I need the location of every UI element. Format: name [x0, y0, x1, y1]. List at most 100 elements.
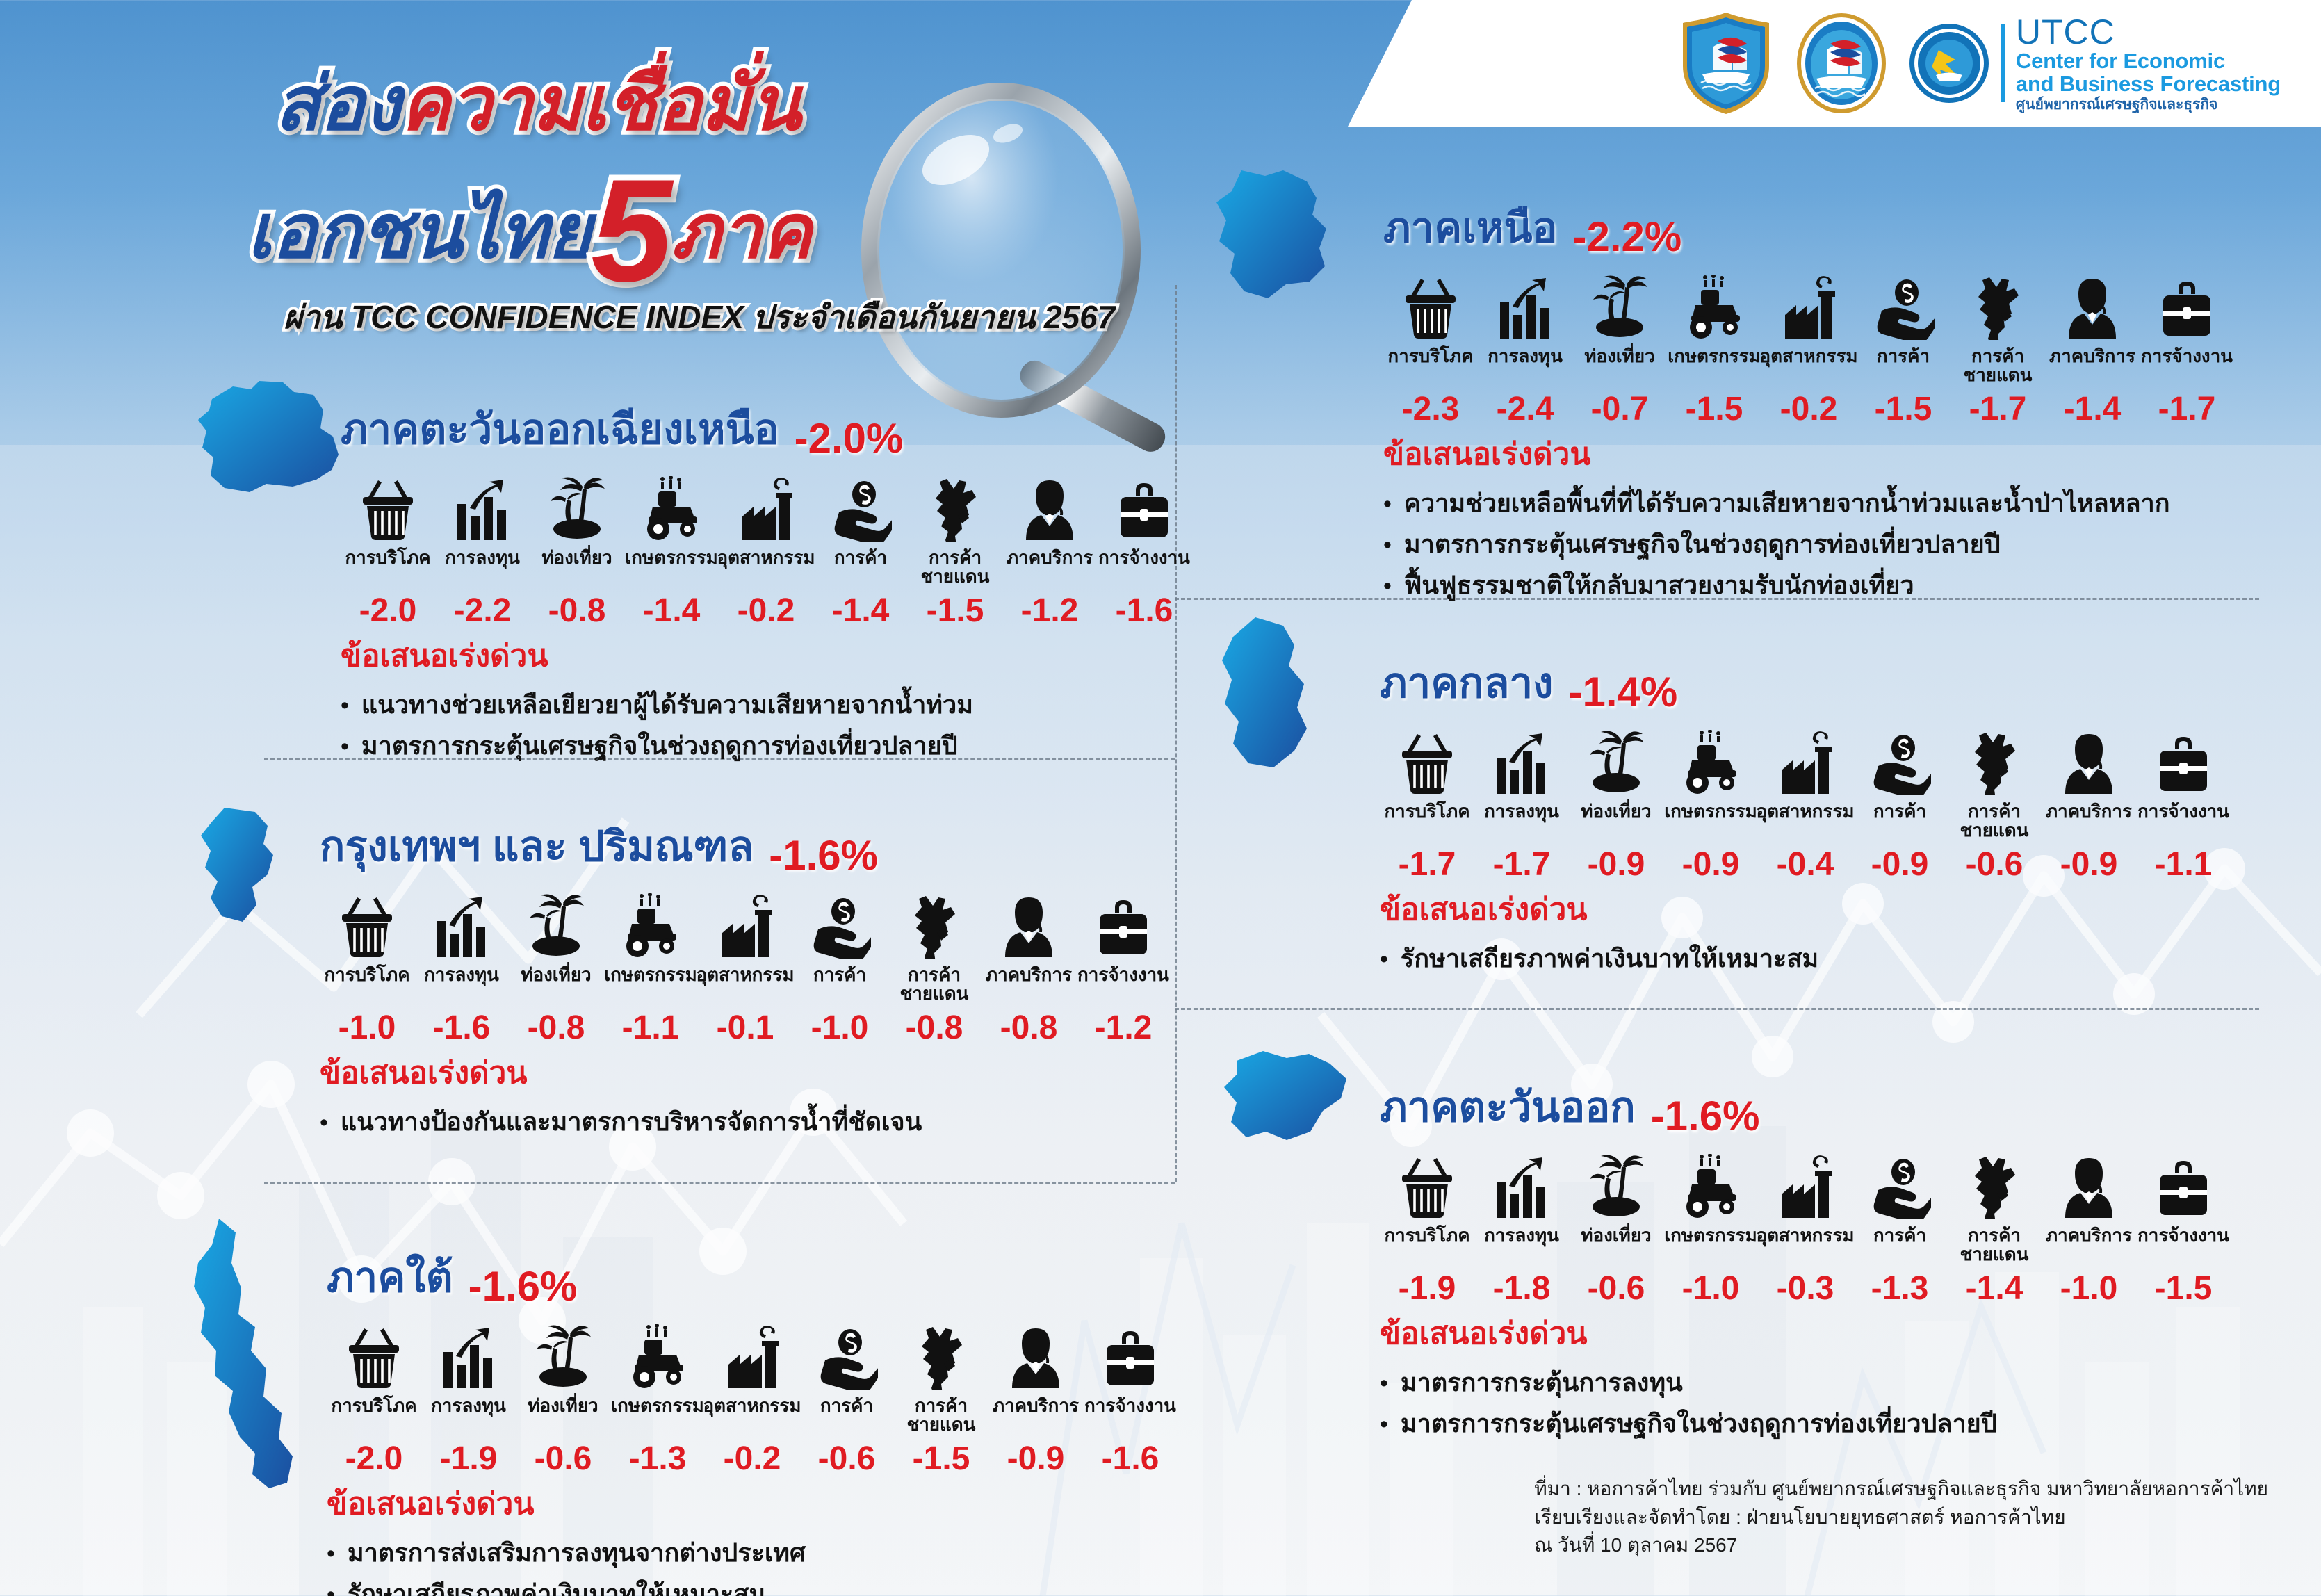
metric-briefcase-employment: การจ้างงาน -1.6: [1097, 465, 1191, 630]
shopping-basket-icon: [1398, 1143, 1456, 1219]
region-panel-east: ภาคตะวันออก -1.6% การบริโภค -1.9 การลงทุน -…: [1380, 1074, 2231, 1449]
metrics-row: การบริโภค -2.3 การลงทุน -2.4 ท่องเที่ยว -0.7 เ…: [1383, 263, 2234, 428]
proposal-text: มาตรการกระตุ้นการลงทุน: [1400, 1368, 1683, 1396]
investment-bar-chart-icon: [1492, 719, 1551, 795]
metric-label: เกษตรกรรม: [625, 547, 718, 568]
metric-investment-bar-chart: การลงทุน -1.9: [421, 1313, 516, 1478]
map-south: [194, 1219, 293, 1488]
proposal-text: มาตรการกระตุ้นเศรษฐกิจในช่วงฤดูการท่องเท…: [1400, 1409, 1997, 1438]
service-person-icon: [1020, 465, 1079, 542]
metric-value: -1.6: [1115, 592, 1173, 629]
metric-palm-tree-tourism: ท่องเที่ยว -0.9: [1569, 719, 1663, 883]
metric-value: -1.5: [912, 1440, 970, 1477]
metric-value: -0.8: [1000, 1009, 1058, 1046]
metric-label: ท่องเที่ยว: [1584, 345, 1655, 366]
metric-palm-tree-tourism: ท่องเที่ยว -0.8: [509, 882, 603, 1047]
tractor-agriculture-icon: [619, 882, 682, 959]
region-name: ภาคตะวันออกเฉียงเหนือ: [341, 406, 779, 453]
metric-label: การบริโภค: [331, 1395, 417, 1416]
metric-service-person: ภาคบริการ -0.8: [982, 882, 1076, 1047]
shopping-basket-icon: [338, 882, 396, 959]
metric-value: -1.4: [2063, 391, 2122, 427]
metric-value: -1.6: [1101, 1440, 1159, 1477]
region-percent: -1.6%: [468, 1263, 578, 1310]
factory-industry-icon: [737, 465, 795, 542]
metric-value: -0.3: [1776, 1270, 1834, 1307]
proposals-heading: ข้อเสนอเร่งด่วน: [1383, 437, 1591, 471]
factory-industry-icon: [1776, 1143, 1834, 1219]
metric-value: -1.3: [628, 1440, 687, 1477]
metric-value: -2.0: [359, 592, 417, 629]
proposal-text: มาตรการกระตุ้นเศรษฐกิจในช่วงฤดูการท่องเท…: [361, 731, 958, 760]
hand-coin-trade-icon: [1872, 263, 1935, 340]
metric-value: -1.2: [1094, 1009, 1153, 1046]
subtitle: ผ่าน TCC CONFIDENCE INDEX ประจำเดือนกันย…: [281, 296, 1118, 338]
palm-tree-tourism-icon: [1587, 1143, 1645, 1219]
metric-label: การค้า ชายแดน: [920, 547, 990, 587]
thailand-border-trade-icon: [1965, 1143, 2023, 1219]
metric-label: การจ้างงาน: [2137, 801, 2229, 822]
proposal-item: • ความช่วยเหลือพื้นที่ที่ได้รับความเสียหา…: [1383, 488, 2234, 518]
bullet-icon: •: [341, 692, 349, 719]
footer-line-1: ที่มา : หอการค้าไทย ร่วมกับ ศูนย์พยากรณ์…: [1534, 1478, 2268, 1500]
metric-label: ภาคบริการ: [2046, 1225, 2132, 1246]
utcc-line-thai: ศูนย์พยากรณ์เศรษฐกิจและธุรกิจ: [2015, 96, 2218, 113]
metric-label: การจ้างงาน: [2141, 345, 2233, 366]
region-name: ภาคตะวันออก: [1380, 1084, 1636, 1130]
metric-factory-industry: อุตสาหกรรม -0.2: [717, 465, 815, 630]
tractor-agriculture-icon: [626, 1313, 689, 1390]
metric-label: การลงทุน: [431, 1395, 506, 1416]
service-person-icon: [2060, 719, 2118, 795]
palm-tree-tourism-icon: [548, 465, 606, 542]
bullet-icon: •: [1383, 532, 1392, 559]
utcc-line2: and Business Forecasting: [2015, 71, 2281, 96]
metric-label: อุตสาหกรรม: [1759, 345, 1858, 366]
factory-industry-icon: [723, 1313, 781, 1390]
metric-value: -0.9: [1007, 1440, 1065, 1477]
shopping-basket-icon: [345, 1313, 403, 1390]
map-central: [1222, 617, 1307, 767]
hand-coin-trade-icon: [1868, 1143, 1931, 1219]
metric-value: -0.6: [817, 1440, 876, 1477]
separator-left-1: [264, 758, 1175, 760]
metric-value: -1.5: [1685, 391, 1743, 427]
metric-label: การบริโภค: [1384, 801, 1470, 822]
title-word-2: ความเชื่อมั่น: [396, 61, 806, 145]
shopping-basket-icon: [359, 465, 417, 542]
factory-industry-icon: [716, 882, 774, 959]
metric-value: -1.4: [642, 592, 701, 629]
proposals-heading: ข้อเสนอเร่งด่วน: [1380, 1317, 1588, 1351]
briefcase-employment-icon: [2154, 1143, 2213, 1219]
metric-label: การบริโภค: [1384, 1225, 1470, 1246]
metric-value: -1.1: [2154, 846, 2213, 883]
region-percent: -2.2%: [1572, 213, 1682, 260]
metric-value: -1.0: [1681, 1270, 1740, 1307]
metric-investment-bar-chart: การลงทุน -2.2: [435, 465, 530, 630]
footer-line-3: ณ วันที่ 10 ตุลาคม 2567: [1534, 1534, 1738, 1556]
metric-value: -1.9: [439, 1440, 498, 1477]
metric-briefcase-employment: การจ้างงาน -1.2: [1076, 882, 1171, 1047]
metric-hand-coin-trade: การค้า -0.6: [799, 1313, 894, 1478]
metric-value: -1.6: [432, 1009, 491, 1046]
metric-service-person: ภาคบริการ -1.2: [1002, 465, 1097, 630]
proposal-item: • แนวทางช่วยเหลือเยียวยาผู้ได้รับความเสีย…: [341, 690, 1191, 719]
proposals-heading: ข้อเสนอเร่งด่วน: [320, 1056, 528, 1090]
metric-hand-coin-trade: การค้า -1.0: [792, 882, 887, 1047]
proposals-heading: ข้อเสนอเร่งด่วน: [1380, 893, 1588, 927]
palm-tree-tourism-icon: [534, 1313, 592, 1390]
metric-value: -1.5: [1874, 391, 1932, 427]
metric-hand-coin-trade: การค้า -1.5: [1856, 263, 1951, 428]
metric-label: การจ้างงาน: [2137, 1225, 2229, 1246]
metric-factory-industry: อุตสาหกรรม -0.3: [1757, 1143, 1854, 1308]
metric-value: -1.2: [1020, 592, 1079, 629]
map-east: [1224, 1051, 1346, 1140]
metric-label: การลงทุน: [424, 964, 499, 985]
proposal-text: มาตรการกระตุ้นเศรษฐกิจในช่วงฤดูการท่องเท…: [1403, 530, 2001, 559]
metric-value: -0.9: [2060, 846, 2118, 883]
metric-label: การจ้างงาน: [1098, 547, 1190, 568]
metric-value: -0.8: [548, 592, 606, 629]
proposal-text: รักษาเสถียรภาพค่าเงินบาทให้เหมาะสม: [1400, 944, 1819, 972]
metric-tractor-agriculture: เกษตรกรรม -1.1: [603, 882, 698, 1047]
utcc-seal-icon: [1909, 23, 1989, 103]
tractor-agriculture-icon: [640, 465, 703, 542]
